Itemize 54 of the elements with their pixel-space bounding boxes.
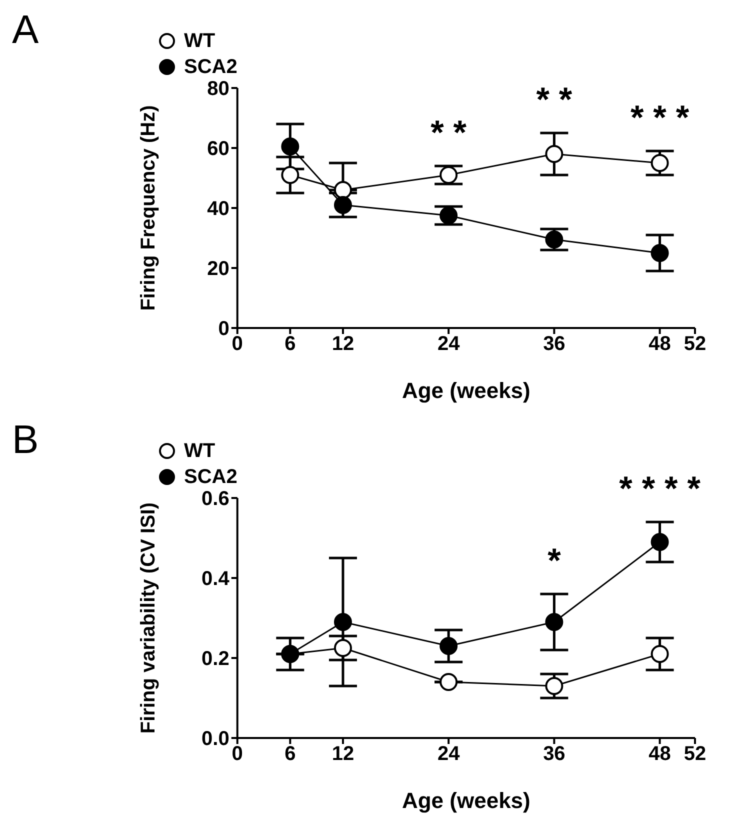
y-tick-label: 0.2	[202, 648, 230, 670]
point	[650, 154, 669, 172]
y-tick-label: 0.0	[202, 728, 230, 750]
point	[545, 145, 564, 163]
y-tick-label: 0.4	[202, 568, 230, 590]
point	[334, 196, 352, 214]
point	[281, 138, 300, 156]
y-tick-label: 0	[218, 318, 230, 340]
x-tick-label: 48	[648, 743, 671, 766]
y-tick-label: 40	[207, 198, 230, 220]
point	[440, 166, 458, 184]
point	[650, 533, 669, 551]
y-tick-label: 60	[207, 138, 230, 160]
annotation: * * * *	[619, 470, 702, 508]
y-tick-label: 0.6	[202, 488, 230, 510]
point	[440, 637, 458, 655]
point	[334, 639, 352, 657]
point	[650, 244, 669, 262]
x-tick-label: 36	[543, 743, 566, 766]
y-tick-label: 80	[207, 78, 230, 100]
point	[650, 645, 669, 663]
legend-label: WT	[184, 440, 216, 462]
legend-label: SCA2	[184, 56, 238, 78]
x-tick-label: 52	[684, 743, 706, 766]
legend-label: WT	[184, 30, 216, 52]
annotation: * *	[430, 114, 468, 152]
point	[545, 230, 564, 248]
x-tick-label: 6	[284, 333, 296, 356]
chart-title: A	[12, 8, 39, 53]
annotation: * * *	[630, 99, 690, 137]
point	[440, 206, 458, 224]
y-axis-title: Firing variability (CV ISI)	[137, 502, 160, 734]
x-tick-label: 6	[284, 743, 296, 766]
x-tick-label: 12	[332, 333, 354, 356]
point	[334, 613, 352, 631]
x-tick-label: 36	[543, 333, 566, 356]
point	[334, 181, 352, 199]
point	[440, 673, 458, 691]
point	[545, 613, 564, 631]
point	[545, 677, 564, 695]
x-tick-label: 24	[437, 743, 461, 766]
x-tick-label: 12	[332, 743, 354, 766]
chart-title: B	[12, 418, 39, 463]
x-axis-title: Age (weeks)	[402, 378, 530, 403]
x-tick-label: 24	[437, 333, 461, 356]
x-tick-label: 48	[648, 333, 671, 356]
annotation: *	[548, 542, 562, 580]
point	[281, 166, 300, 184]
x-axis-title: Age (weeks)	[402, 788, 530, 813]
y-tick-label: 20	[207, 258, 230, 280]
x-tick-label: 52	[684, 333, 706, 356]
y-axis-title: Firing Frequency (Hz)	[137, 105, 160, 311]
annotation: * *	[536, 81, 573, 119]
legend-label: SCA2	[184, 466, 238, 488]
